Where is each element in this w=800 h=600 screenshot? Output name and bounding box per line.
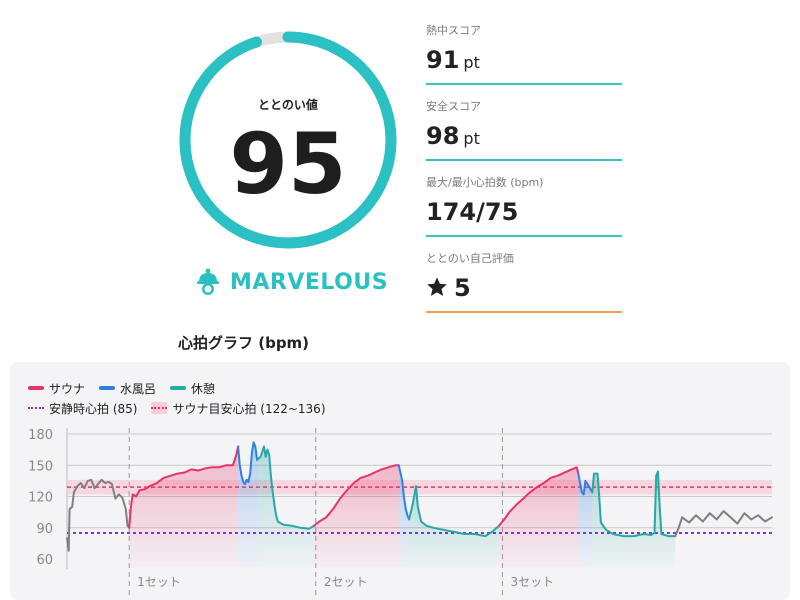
area-bath (238, 442, 258, 567)
star-icon (427, 277, 447, 296)
area-sauna (129, 446, 239, 567)
area-rest (257, 446, 315, 567)
area-rest (409, 486, 499, 567)
series-line-sauna (498, 466, 580, 527)
series-line-bath (397, 464, 411, 521)
stat-heart-rate-range: 最大/最小心拍数 (bpm) 174/75 (426, 174, 622, 250)
score-label: ととのい値 (258, 98, 318, 112)
legend-swatch (28, 386, 44, 390)
grade-badge: MARVELOUS (196, 264, 388, 300)
series-line-sauna (128, 445, 240, 529)
y-tick-label: 60 (36, 553, 53, 568)
series-line-other (674, 510, 773, 538)
area-sauna (498, 467, 579, 567)
stat-value: 174/75 (426, 198, 519, 226)
area-bath (398, 465, 410, 567)
stat-value: 91 pt (426, 46, 480, 74)
legend-cold-bath: 水風呂 (99, 380, 156, 397)
heart-rate-graph-title: 心拍グラフ (bpm) (178, 334, 310, 352)
stat-label: 熱中スコア (426, 24, 481, 37)
stat-divider (426, 311, 622, 313)
y-tick-label: 150 (28, 459, 53, 474)
set-label: 1セット (137, 575, 181, 589)
stat-unit: pt (463, 129, 480, 148)
y-tick-label: 120 (28, 491, 53, 506)
legend-resting-hr: 安静時心拍 (85) (28, 400, 137, 417)
series-line-bath (237, 441, 259, 485)
score-ring-graphic (179, 31, 397, 249)
stat-value: 5 (426, 274, 471, 302)
stat-divider (426, 83, 622, 85)
stat-label: ととのい自己評価 (426, 252, 514, 265)
stat-unit: pt (463, 53, 480, 72)
legend-swatch (151, 402, 168, 414)
series-line-sauna (313, 464, 400, 527)
series-line-rest (408, 485, 500, 538)
set-label: 2セット (324, 575, 368, 589)
legend-target-band: サウナ目安心拍 (122~136) (151, 400, 326, 417)
stat-divider (426, 159, 622, 161)
y-tick-label: 180 (28, 428, 53, 443)
score-value: 95 (229, 115, 347, 213)
stat-label: 最大/最小心拍数 (bpm) (426, 176, 544, 189)
score-stats-list: 熱中スコア 91 pt 安全スコア 98 pt 最大/最小心拍数 (bpm) 174… (426, 22, 622, 326)
series-line-bath (577, 473, 594, 496)
stat-value: 98 pt (426, 122, 480, 150)
totonoi-score-ring: ととのい値 95 (178, 30, 398, 250)
area-rest (592, 471, 676, 567)
grade-text: MARVELOUS (230, 269, 389, 295)
series-line-rest (256, 445, 316, 530)
legend-rest: 休憩 (170, 380, 215, 397)
stat-self-rating: ととのい自己評価 5 (426, 250, 622, 326)
heart-rate-chart: 180 150 120 90 60 1セット 2セット 3セット (28, 428, 773, 595)
area-bath (578, 474, 593, 567)
sauna-hat-icon (197, 268, 219, 295)
series-line-rest (591, 470, 677, 538)
area-sauna (314, 465, 399, 567)
chart-legend: サウナ 水風呂 休憩 安静時心拍 (85) サウナ目安心拍 (122~136) (28, 378, 326, 418)
legend-swatch (28, 407, 44, 409)
y-tick-label: 90 (36, 522, 53, 537)
stat-divider (426, 235, 622, 237)
stat-heat-score: 熱中スコア 91 pt (426, 22, 622, 98)
legend-swatch (99, 386, 116, 390)
legend-swatch (170, 386, 187, 390)
series-line-other (66, 478, 131, 552)
set-label: 3セット (510, 575, 554, 589)
stat-safety-score: 安全スコア 98 pt (426, 98, 622, 174)
heart-rate-graph-panel: 180 150 120 90 60 1セット 2セット 3セット サウナ 水風呂 休憩 安静時… (10, 362, 790, 600)
legend-sauna: サウナ (28, 380, 85, 397)
stat-label: 安全スコア (426, 100, 481, 113)
